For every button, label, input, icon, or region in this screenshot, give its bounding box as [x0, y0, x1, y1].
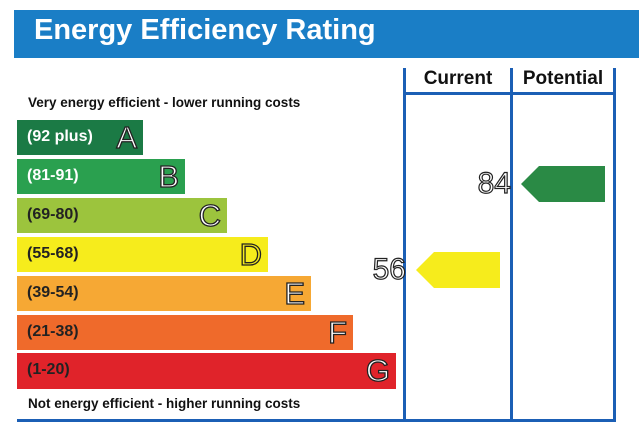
- band-letter: E: [284, 275, 306, 311]
- band-f: (21-38) F: [17, 314, 353, 351]
- header-divider: [403, 92, 616, 95]
- bottom-border: [17, 419, 616, 422]
- band-range-label: (21-38): [27, 323, 79, 340]
- band-letter: G: [365, 352, 390, 388]
- bottom-note: Not energy efficient - higher running co…: [28, 396, 301, 411]
- column-header-potential: Potential: [522, 68, 604, 89]
- band-e: (39-54) E: [17, 275, 311, 312]
- band-c: (69-80) C: [17, 197, 227, 234]
- potential-rating-value: 84: [477, 166, 512, 200]
- band-b: (81-91) B: [17, 158, 185, 195]
- band-range-label: (81-91): [27, 167, 79, 184]
- band-d: (55-68) D: [17, 236, 268, 273]
- top-note: Very energy efficient - lower running co…: [28, 95, 301, 110]
- band-range-label: (55-68): [27, 245, 79, 262]
- band-a: (92 plus) A: [17, 119, 143, 156]
- band-letter: B: [158, 158, 180, 194]
- band-range-label: (69-80): [27, 206, 79, 223]
- title-bar: [14, 10, 639, 58]
- chart-title: Energy Efficiency Rating: [34, 14, 376, 46]
- band-letter: A: [116, 119, 138, 155]
- current-rating-value: 56: [372, 252, 407, 286]
- column-header-current: Current: [423, 68, 493, 89]
- band-range-label: (92 plus): [27, 128, 93, 145]
- band-letter: D: [239, 236, 263, 272]
- band-range-label: (39-54): [27, 284, 79, 301]
- band-range-label: (1-20): [27, 361, 70, 378]
- column-divider: [403, 68, 406, 422]
- column-divider: [613, 68, 616, 422]
- band-letter: C: [198, 197, 222, 233]
- band-g: (1-20) G: [17, 352, 396, 389]
- band-letter: F: [327, 314, 347, 350]
- column-divider: [510, 68, 513, 422]
